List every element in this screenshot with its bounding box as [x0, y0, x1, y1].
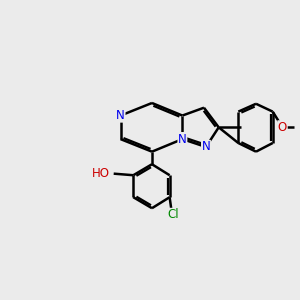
Text: N: N [178, 133, 187, 146]
Text: HO: HO [92, 167, 110, 180]
Text: N: N [116, 109, 125, 122]
Text: N: N [202, 140, 210, 154]
Text: Cl: Cl [167, 208, 179, 221]
Text: O: O [278, 121, 287, 134]
